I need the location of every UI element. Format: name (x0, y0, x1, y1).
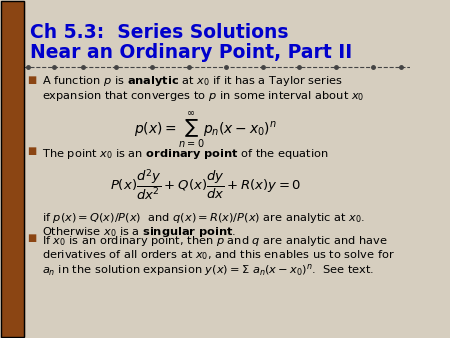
Text: expansion that converges to $p$ in some interval about $x_0$: expansion that converges to $p$ in some … (42, 89, 365, 102)
Text: derivatives of all orders at $x_0$, and this enables us to solve for: derivatives of all orders at $x_0$, and … (42, 248, 395, 262)
Text: Near an Ordinary Point, Part II: Near an Ordinary Point, Part II (30, 43, 352, 62)
Text: A function $p$ is $\bf{analytic}$ at $x_0$ if it has a Taylor series: A function $p$ is $\bf{analytic}$ at $x_… (42, 74, 343, 88)
Text: $p(x) = \sum_{n=0}^{\infty} p_n(x-x_0)^n$: $p(x) = \sum_{n=0}^{\infty} p_n(x-x_0)^n… (134, 111, 277, 150)
Text: The point $x_0$ is an $\bf{ordinary\ point}$ of the equation: The point $x_0$ is an $\bf{ordinary\ poi… (42, 147, 329, 161)
Text: if $p(x) = Q(x)/P(x)$  and $q(x)= R(x)/P(x)$ are analytic at $x_0$.: if $p(x) = Q(x)/P(x)$ and $q(x)= R(x)/P(… (42, 211, 365, 224)
Text: If $x_0$ is an ordinary point, then $p$ and $q$ are analytic and have: If $x_0$ is an ordinary point, then $p$ … (42, 234, 388, 248)
Bar (1, 1, 24, 337)
Text: ■: ■ (27, 233, 36, 243)
Text: $P(x)\dfrac{d^2y}{dx^2}+Q(x)\dfrac{dy}{dx}+R(x)y=0$: $P(x)\dfrac{d^2y}{dx^2}+Q(x)\dfrac{dy}{d… (110, 167, 301, 201)
Text: ■: ■ (27, 75, 36, 85)
Text: Ch 5.3:  Series Solutions: Ch 5.3: Series Solutions (30, 23, 288, 42)
Text: ■: ■ (27, 146, 36, 155)
Text: Otherwise $x_0$ is a $\bf{singular\ point}$.: Otherwise $x_0$ is a $\bf{singular\ poin… (42, 225, 236, 239)
Text: $a_n$ in the solution expansion $y(x) = \Sigma\ a_n(x - x_0)^n$.  See text.: $a_n$ in the solution expansion $y(x) = … (42, 262, 374, 278)
